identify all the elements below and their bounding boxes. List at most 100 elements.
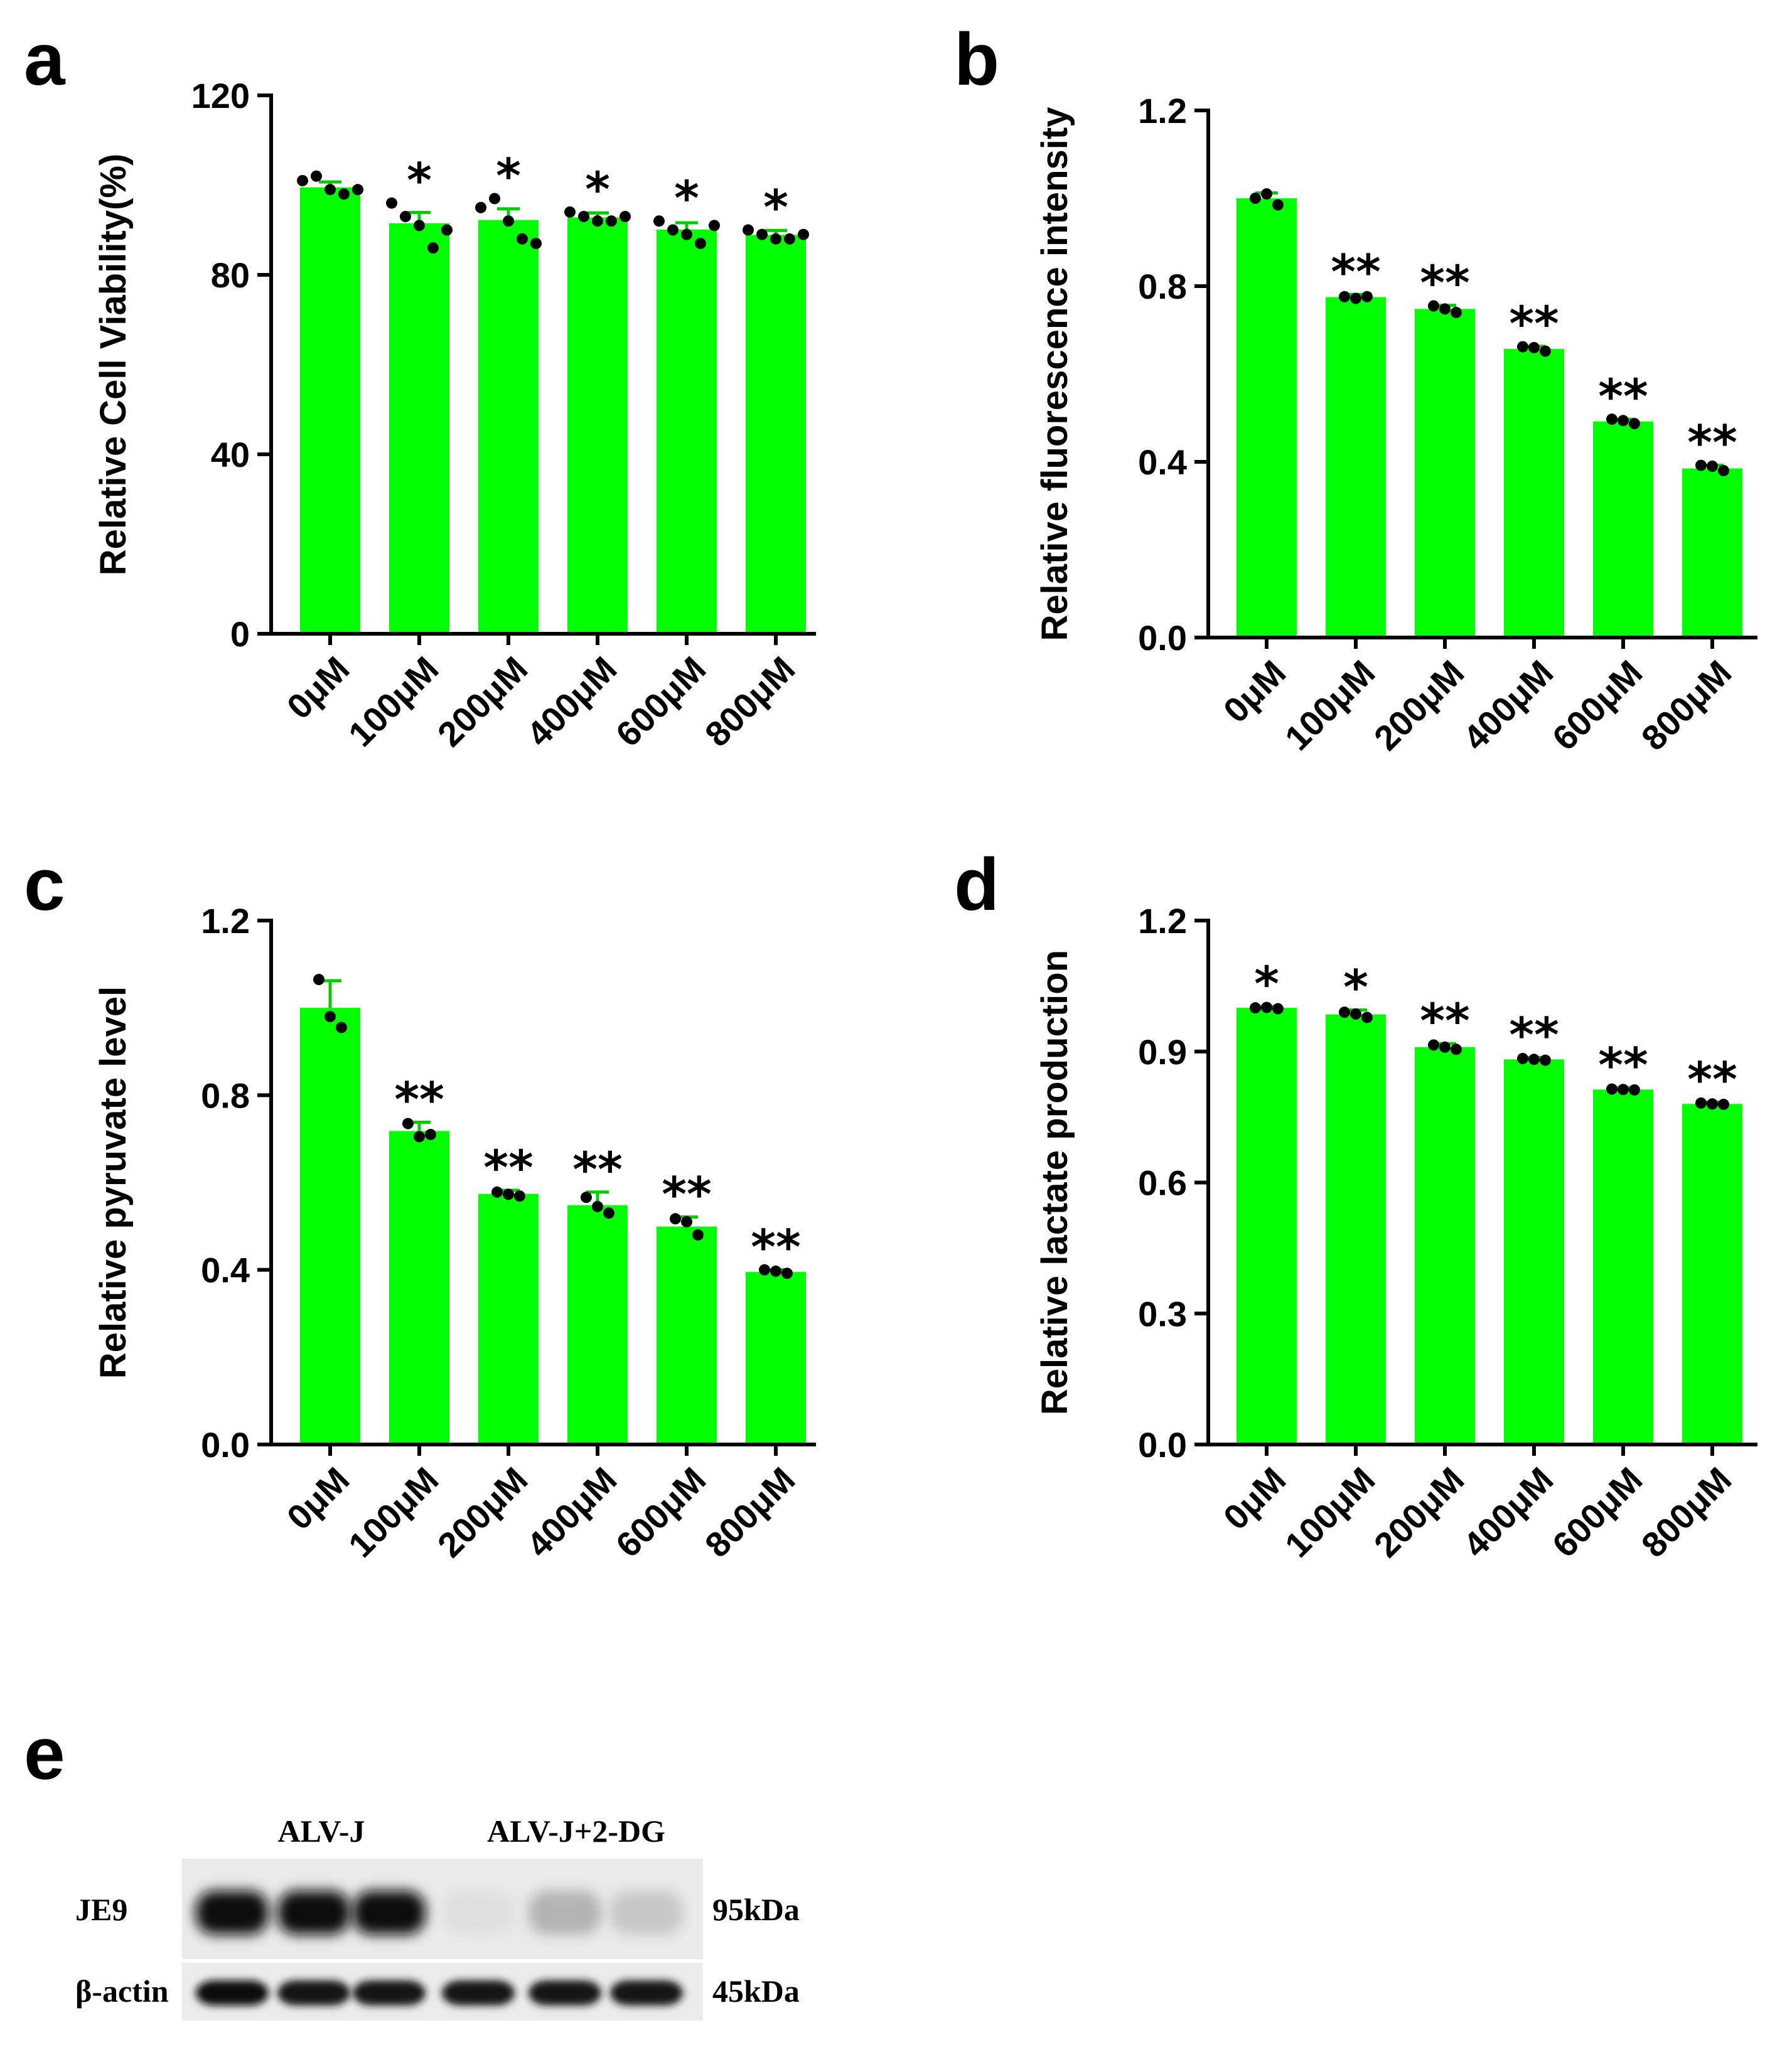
data-point — [756, 228, 768, 240]
data-point — [606, 215, 617, 227]
data-point — [1350, 292, 1361, 304]
y-axis-label: Relative lactate production — [1034, 950, 1075, 1415]
bar — [1326, 297, 1386, 638]
chart-panel-d: d * 0μM * 100μM ** 200μM ** 400μM ** 600μM ** 800μM 0… — [954, 843, 1757, 1565]
category-label: 800μM — [697, 1460, 803, 1565]
data-point — [1707, 461, 1718, 472]
blot-band — [442, 1891, 515, 1935]
bar — [746, 1272, 806, 1445]
significance-marker: ** — [662, 1166, 712, 1222]
blot-band — [196, 1891, 269, 1935]
y-tick-label: 0.8 — [1138, 267, 1187, 306]
data-point — [759, 1264, 770, 1276]
data-point — [578, 211, 589, 223]
data-point — [681, 228, 692, 240]
significance-marker: * — [585, 161, 610, 217]
bar — [1593, 1089, 1653, 1445]
data-point — [1540, 1054, 1551, 1066]
data-point — [1339, 291, 1350, 302]
y-tick-label: 0.8 — [201, 1076, 250, 1115]
data-point — [441, 224, 453, 236]
data-point — [1361, 1012, 1373, 1023]
data-point — [581, 1192, 592, 1204]
significance-marker: ** — [394, 1071, 444, 1127]
data-point — [1261, 1001, 1272, 1013]
significance-marker: ** — [1598, 1037, 1648, 1093]
category-label: 400μM — [519, 1460, 625, 1565]
significance-marker: ** — [483, 1140, 534, 1195]
data-point — [1350, 1008, 1361, 1020]
data-point — [475, 201, 486, 213]
data-point — [670, 1213, 681, 1225]
bar — [657, 229, 717, 634]
data-point — [1361, 291, 1373, 302]
category-label: 200μM — [430, 1460, 535, 1565]
blot-band — [610, 1891, 683, 1935]
panel-label-e: e — [24, 1712, 65, 1795]
y-tick-label: 120 — [191, 76, 250, 115]
y-axis-label: Relative Cell Viability(%) — [93, 154, 134, 576]
y-tick-label: 0.4 — [1138, 442, 1187, 482]
data-point — [1272, 199, 1284, 211]
blot-band — [277, 1980, 350, 2005]
bar — [657, 1226, 717, 1445]
data-point — [1707, 1098, 1718, 1110]
data-point — [784, 233, 795, 245]
data-point — [489, 193, 500, 205]
blot-band — [277, 1891, 350, 1935]
data-point — [1718, 465, 1729, 476]
data-point — [592, 1200, 603, 1212]
blot-band — [528, 1891, 601, 1935]
data-point — [386, 197, 397, 209]
category-label: 800μM — [697, 649, 803, 754]
data-point — [414, 220, 425, 232]
data-point — [336, 1022, 347, 1033]
category-label: 600μM — [608, 649, 714, 754]
panel-label-b: b — [954, 18, 999, 101]
bar — [1326, 1014, 1386, 1445]
data-point — [1451, 307, 1462, 318]
panel-label-a: a — [24, 18, 66, 101]
blot-band — [196, 1980, 269, 2005]
y-tick-label: 0.0 — [1138, 618, 1187, 658]
blot-band — [528, 1980, 601, 2005]
data-point — [709, 220, 720, 232]
data-point — [1439, 1041, 1451, 1053]
data-point — [1618, 1084, 1629, 1096]
category-label: 0μM — [279, 649, 357, 727]
bar — [746, 235, 806, 634]
blot-row-label: JE9 — [75, 1892, 127, 1927]
significance-marker: ** — [1687, 415, 1737, 471]
data-point — [325, 1011, 336, 1023]
significance-marker: * — [674, 170, 699, 226]
data-point — [770, 1265, 781, 1277]
data-point — [1517, 1052, 1528, 1064]
data-point — [517, 233, 528, 245]
y-tick-label: 0.3 — [1138, 1294, 1187, 1333]
data-point — [1250, 1002, 1261, 1014]
bar — [1504, 349, 1564, 638]
category-label: 400μM — [519, 649, 625, 754]
category-label: 800μM — [1634, 653, 1739, 758]
data-point — [503, 1188, 514, 1200]
bar — [567, 217, 628, 634]
y-tick-label: 1.2 — [1138, 91, 1187, 131]
data-point — [1695, 1097, 1707, 1109]
blot-row: β-actin 45kDa — [75, 1963, 800, 2021]
category-label: 0μM — [1216, 653, 1294, 730]
y-tick-label: 0.0 — [1138, 1425, 1187, 1465]
blot-band — [353, 1891, 426, 1935]
chart-panel-a: a 0μM * 100μM * 200μM * 400μM * 600μM * 800μM 0 40 80 1… — [24, 18, 816, 754]
bar — [300, 1008, 360, 1445]
significance-marker: ** — [1420, 993, 1470, 1049]
data-point — [1606, 414, 1618, 425]
data-point — [770, 233, 781, 245]
data-point — [592, 215, 603, 227]
data-point — [1695, 459, 1707, 471]
data-point — [1629, 418, 1640, 430]
significance-marker: * — [496, 147, 521, 203]
y-tick-label: 0 — [230, 614, 250, 654]
category-label: 600μM — [1545, 1460, 1650, 1565]
y-axis-label: Relative pyruvate level — [93, 986, 134, 1379]
